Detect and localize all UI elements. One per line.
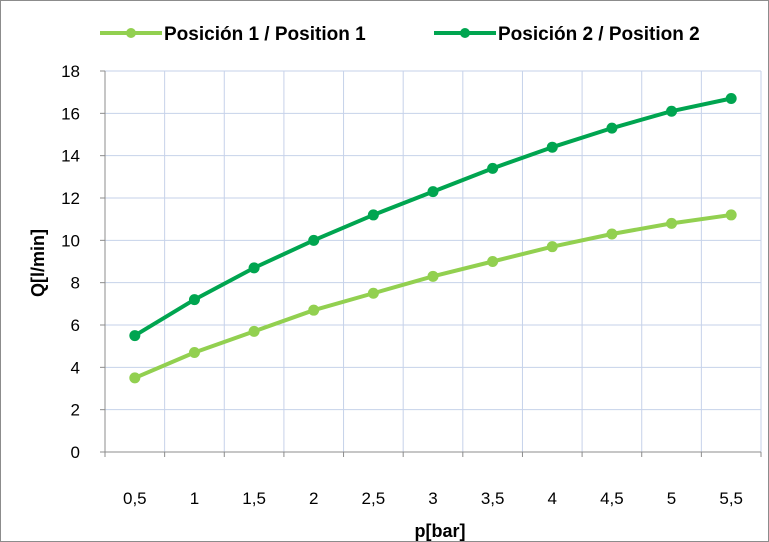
x-tick-label: 4 [548,489,557,508]
legend-marker-series-2 [460,28,470,38]
x-tick-label: 2 [309,489,318,508]
series-2-point [308,234,320,246]
series-2-point [188,294,200,306]
series-2-point [666,105,678,117]
x-tick-label: 4,5 [600,489,624,508]
series-2 [129,93,737,342]
y-axis-title: Q[l/min] [28,229,48,297]
x-tick-label: 2,5 [362,489,386,508]
series-2-point [427,186,439,198]
y-tick-label: 14 [61,147,80,166]
legend-marker-series-1 [126,28,136,38]
y-tick-label: 0 [71,443,80,462]
series-1-point [487,256,499,267]
legend-label-series-1: Posición 1 / Position 1 [164,24,366,45]
series-1-point [129,372,141,384]
series-1-point [606,228,618,240]
legend: Posición 1 / Position 1 Posición 2 / Pos… [100,24,700,45]
series-1-point [427,270,439,282]
x-tick-label: 0,5 [123,489,147,508]
x-tick-label: 3,5 [481,489,505,508]
series-2-point [487,162,499,174]
x-tick-label: 5,5 [719,489,743,508]
series-1-point [367,287,379,299]
x-axis-title: p[bar] [415,521,466,541]
x-tick-label: 5 [667,489,676,508]
series-1-point [546,241,558,253]
legend-label-series-2: Posición 2 / Position 2 [498,24,700,45]
y-tick-label: 2 [71,401,80,420]
series-1-point [666,217,678,229]
series-1-point [188,347,200,359]
grid [105,70,762,452]
x-tick-label: 1 [190,489,199,508]
y-axis-ticks: 0 2 4 6 8 10 12 14 16 18 [61,62,105,462]
y-tick-label: 4 [71,358,80,377]
y-tick-label: 16 [61,104,80,123]
series-2-point [367,209,379,221]
series-1-point [725,209,737,221]
x-tick-label: 1,5 [242,489,266,508]
x-axis-ticks: 0,5 1 1,5 2 2,5 3 3,5 4 4,5 5 5,5 [104,452,762,508]
y-tick-label: 8 [71,274,80,293]
series-2-point [546,141,558,153]
x-tick-label: 3 [428,489,437,508]
series-1-point [248,325,260,337]
series-2-point [248,262,260,274]
y-tick-label: 18 [61,62,80,81]
series-1 [129,209,737,384]
series-layer [129,93,737,384]
series-2-point [606,122,618,134]
y-tick-label: 10 [61,231,80,250]
axes [104,71,761,453]
series-2-point [129,330,141,342]
series-1-point [308,304,320,316]
series-2-point [725,93,737,105]
y-tick-label: 6 [71,316,80,335]
y-tick-label: 12 [61,189,80,208]
